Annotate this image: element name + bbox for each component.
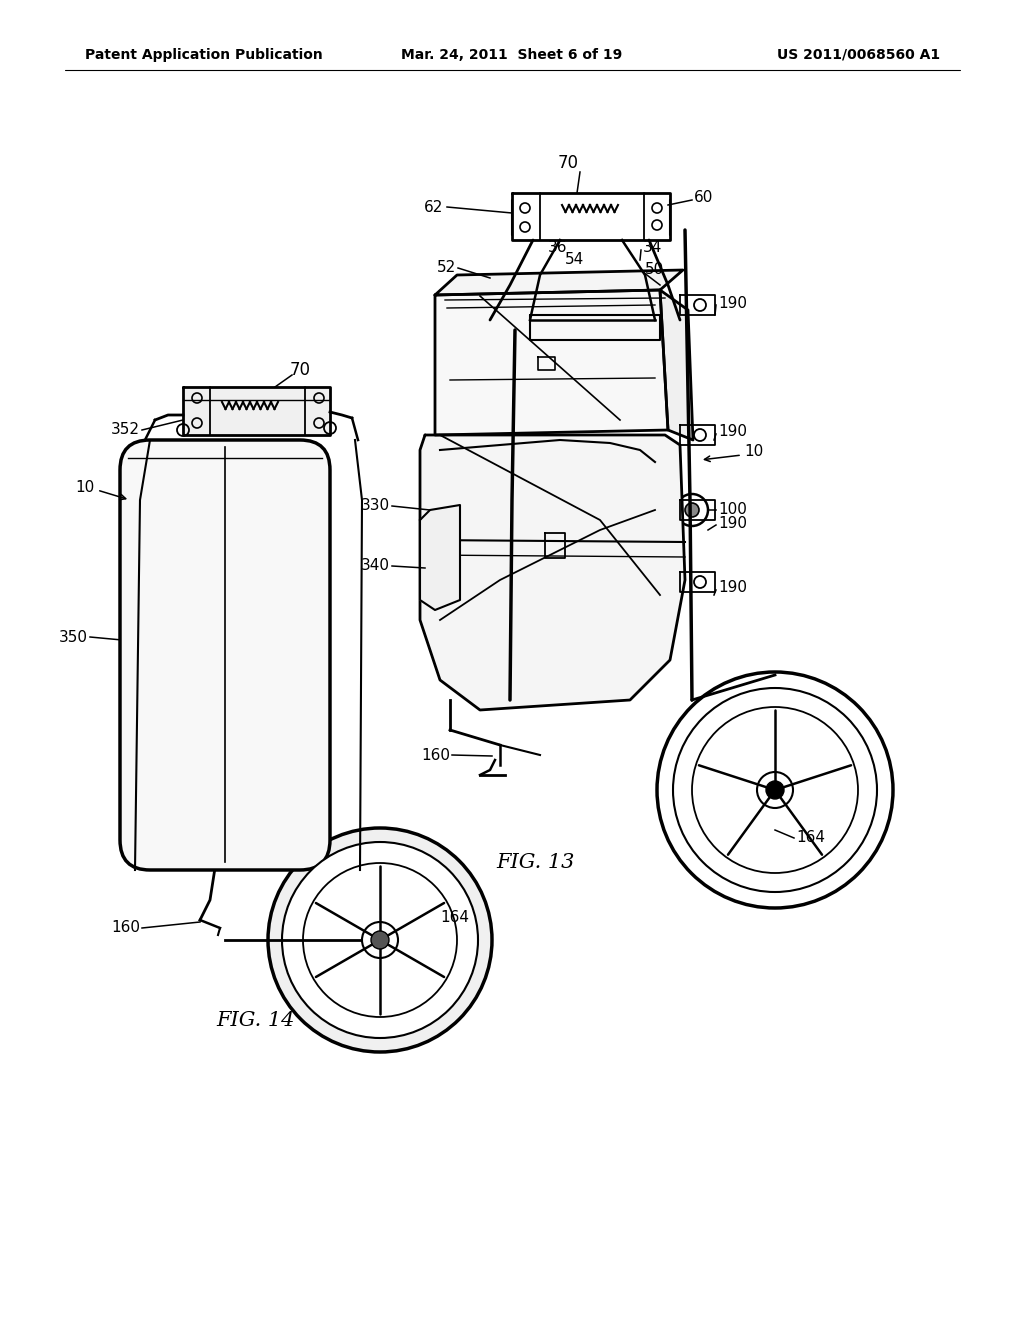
Text: 190: 190 — [718, 296, 746, 310]
Text: 100: 100 — [718, 503, 746, 517]
Text: 340: 340 — [361, 558, 390, 573]
Text: 54: 54 — [565, 252, 585, 268]
Circle shape — [766, 781, 784, 799]
Text: 350: 350 — [59, 630, 88, 644]
Polygon shape — [183, 387, 330, 436]
Text: 60: 60 — [694, 190, 714, 206]
Circle shape — [268, 828, 492, 1052]
Text: 52: 52 — [437, 260, 456, 276]
Text: 34: 34 — [643, 240, 663, 256]
Text: 10: 10 — [744, 445, 763, 459]
Text: 164: 164 — [796, 830, 825, 846]
Text: 352: 352 — [111, 422, 140, 437]
PathPatch shape — [120, 440, 330, 870]
Polygon shape — [435, 290, 668, 436]
Text: 190: 190 — [718, 581, 746, 595]
Text: 190: 190 — [718, 425, 746, 440]
Text: 50: 50 — [645, 263, 665, 277]
Polygon shape — [420, 506, 460, 610]
Text: 10: 10 — [76, 479, 95, 495]
Circle shape — [685, 503, 699, 517]
Polygon shape — [660, 290, 693, 440]
Polygon shape — [420, 436, 685, 710]
Text: 330: 330 — [360, 499, 390, 513]
Polygon shape — [435, 271, 683, 294]
Text: 160: 160 — [111, 920, 140, 936]
Text: 36: 36 — [548, 240, 567, 256]
Text: 62: 62 — [424, 199, 443, 214]
Text: Patent Application Publication: Patent Application Publication — [85, 48, 323, 62]
Circle shape — [282, 842, 478, 1038]
Circle shape — [371, 931, 389, 949]
Text: FIG. 14: FIG. 14 — [216, 1011, 294, 1030]
Text: 190: 190 — [718, 516, 746, 531]
Text: US 2011/0068560 A1: US 2011/0068560 A1 — [777, 48, 940, 62]
Text: 70: 70 — [558, 154, 579, 172]
Circle shape — [757, 772, 793, 808]
Circle shape — [676, 494, 708, 525]
Text: Mar. 24, 2011  Sheet 6 of 19: Mar. 24, 2011 Sheet 6 of 19 — [401, 48, 623, 62]
Circle shape — [362, 921, 398, 958]
Text: FIG. 13: FIG. 13 — [496, 853, 574, 871]
Text: 160: 160 — [421, 747, 450, 763]
Text: 164: 164 — [440, 911, 469, 925]
Text: 70: 70 — [290, 360, 311, 379]
